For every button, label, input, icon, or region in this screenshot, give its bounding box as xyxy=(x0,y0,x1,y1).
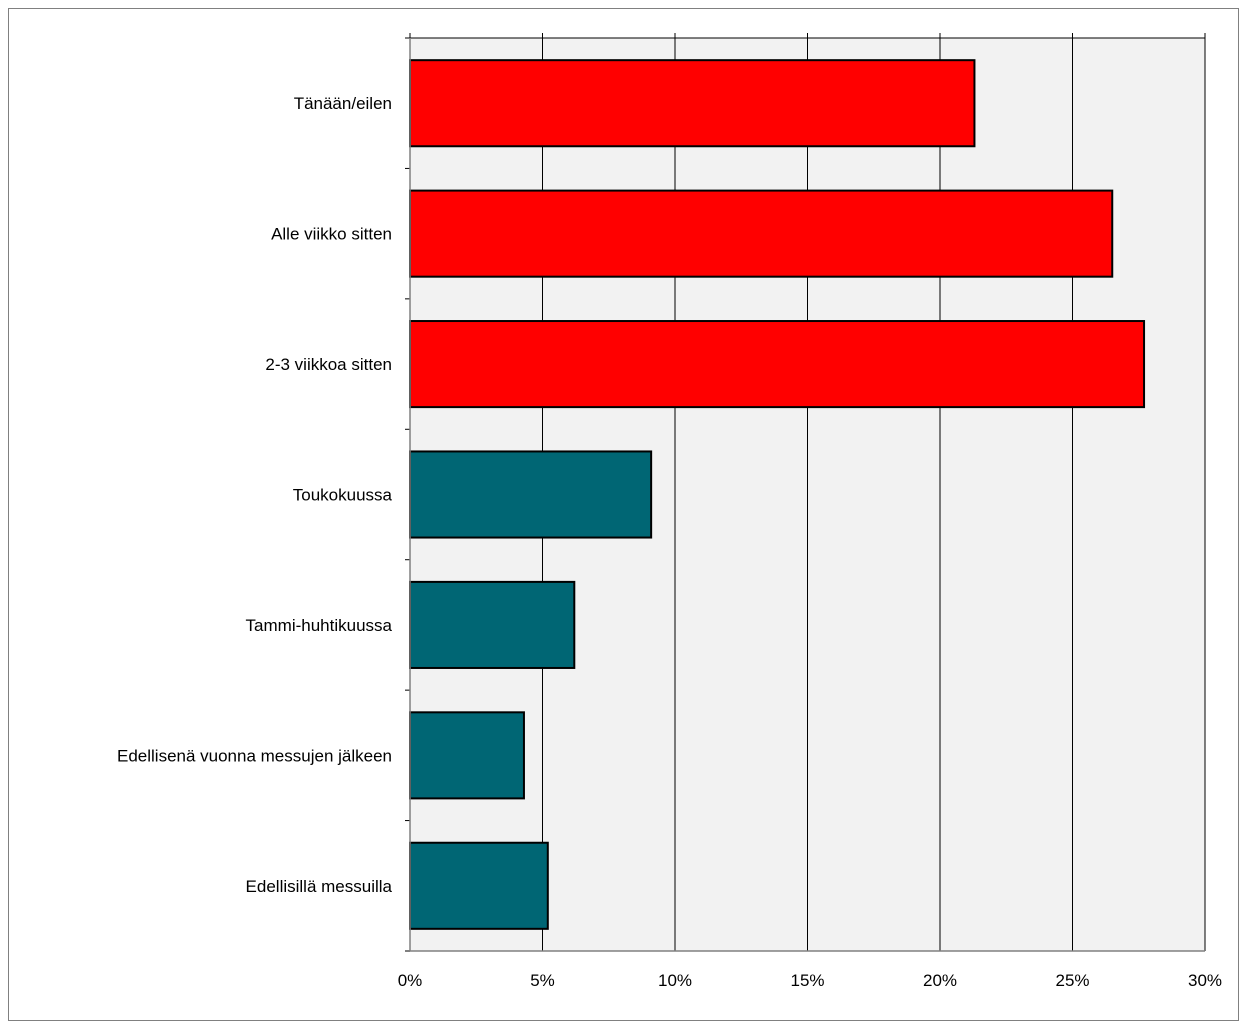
category-label: Edellisenä vuonna messujen jälkeen xyxy=(117,746,392,765)
category-label: Alle viikko sitten xyxy=(271,225,392,244)
x-tick-labels: 0% 5% 10% 15% 20% 25% 30% xyxy=(398,971,1222,990)
category-label: 2-3 viikkoa sitten xyxy=(265,355,392,374)
x-tick-label: 5% xyxy=(530,971,555,990)
bar xyxy=(409,320,1146,409)
category-label: Tammi-huhtikuussa xyxy=(246,616,393,635)
bar xyxy=(409,189,1114,278)
x-tick-label: 15% xyxy=(790,971,824,990)
category-label: Tänään/eilen xyxy=(294,94,392,113)
category-labels: Tänään/eilen Alle viikko sitten 2-3 viikko… xyxy=(117,94,393,896)
x-tick-label: 30% xyxy=(1188,971,1222,990)
bar xyxy=(409,711,525,800)
x-tick-label: 20% xyxy=(923,971,957,990)
bar xyxy=(409,580,576,669)
bar xyxy=(409,450,653,539)
bar xyxy=(409,841,549,930)
bars xyxy=(409,59,1146,930)
axes xyxy=(405,37,1206,952)
category-label: Edellisillä messuilla xyxy=(246,877,393,896)
x-tick-label: 0% xyxy=(398,971,423,990)
category-label: Toukokuussa xyxy=(293,486,393,505)
bar xyxy=(409,59,976,148)
x-tick-label: 25% xyxy=(1055,971,1089,990)
x-tick-label: 10% xyxy=(658,971,692,990)
